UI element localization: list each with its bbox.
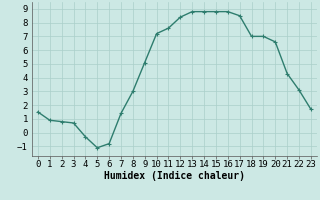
X-axis label: Humidex (Indice chaleur): Humidex (Indice chaleur) [104, 171, 245, 181]
